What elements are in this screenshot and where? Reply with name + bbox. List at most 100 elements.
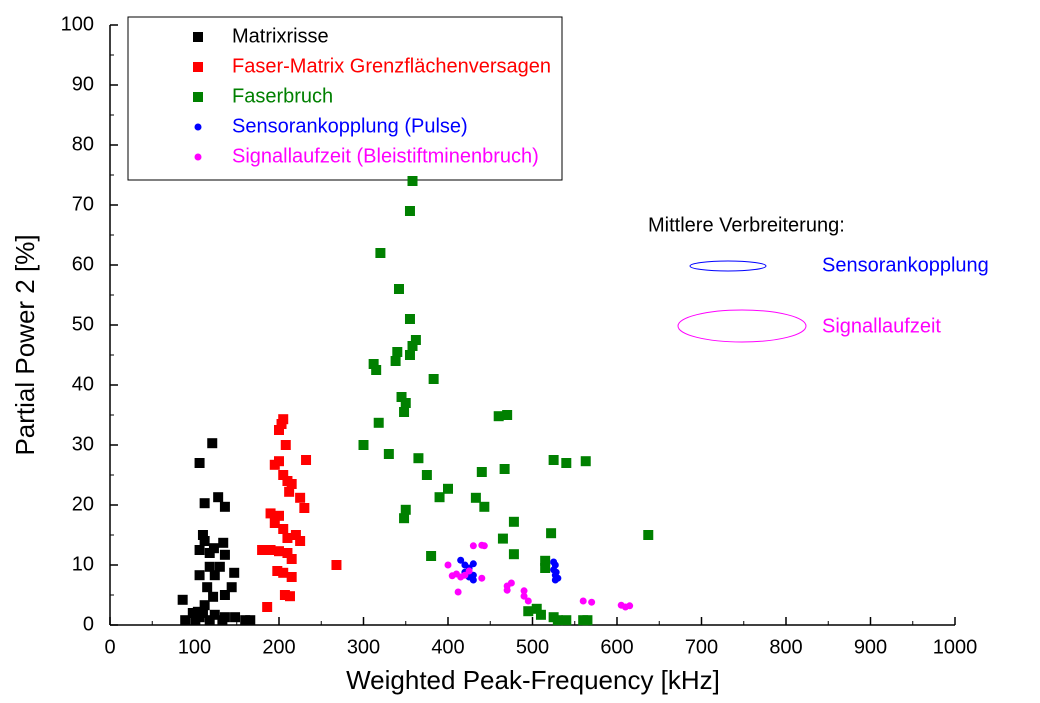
data-point (180, 615, 191, 626)
data-point (269, 518, 280, 528)
data-point (375, 248, 386, 258)
data-point (523, 606, 534, 617)
data-point (469, 576, 477, 584)
data-point (524, 597, 532, 605)
data-point (480, 542, 488, 550)
y-tick-label: 90 (72, 73, 94, 95)
legend-label: Sensorankopplung (Pulse) (232, 115, 468, 137)
data-point (226, 582, 237, 593)
data-point (540, 563, 551, 573)
data-point (240, 615, 251, 626)
data-point (274, 546, 284, 557)
data-point (561, 458, 572, 468)
data-point (282, 533, 293, 543)
annotation: Mittlere Verbreiterung: (648, 214, 845, 236)
data-point (497, 533, 508, 544)
legend-marker (193, 92, 203, 102)
data-point (520, 587, 528, 595)
data-point (552, 615, 563, 626)
data-point (295, 536, 306, 546)
x-tick-label: 0 (104, 636, 115, 658)
legend-marker (193, 32, 203, 42)
y-tick-label: 40 (72, 373, 94, 395)
data-point (465, 567, 473, 575)
data-point (551, 576, 559, 584)
data-point (199, 498, 210, 509)
legend-marker (193, 62, 203, 72)
data-point (426, 551, 437, 561)
data-point (278, 470, 289, 480)
data-point (457, 556, 465, 564)
data-point (392, 347, 403, 357)
annotation-ellipse (689, 260, 767, 272)
data-point (286, 479, 297, 489)
data-point (470, 492, 481, 503)
legend-label: Matrixrisse (232, 25, 329, 47)
data-point (478, 574, 486, 582)
y-tick-label: 20 (72, 493, 94, 515)
data-point (579, 597, 587, 605)
data-point (272, 566, 283, 576)
data-point (469, 542, 477, 550)
x-tick-label: 1000 (933, 636, 978, 658)
data-point (428, 374, 439, 384)
data-point (400, 504, 411, 515)
y-tick-label: 30 (72, 433, 94, 455)
data-point (286, 572, 297, 582)
data-point (214, 561, 225, 572)
data-point (508, 549, 519, 560)
legend-marker (194, 153, 202, 161)
annotation: Sensorankopplung (822, 254, 989, 276)
data-point (230, 612, 241, 623)
data-point (400, 398, 411, 408)
data-point (404, 314, 415, 324)
y-tick-label: 60 (72, 253, 94, 275)
data-point (299, 503, 310, 513)
data-point (265, 545, 276, 555)
x-tick-label: 700 (685, 636, 718, 658)
data-point (434, 492, 445, 503)
data-point (282, 548, 293, 558)
data-point (407, 341, 418, 351)
data-point (393, 284, 404, 294)
data-point (331, 560, 342, 570)
data-point (219, 590, 230, 600)
data-point (276, 419, 287, 429)
data-point (295, 492, 306, 503)
data-point (407, 176, 418, 186)
data-point (286, 554, 297, 564)
data-point (199, 536, 210, 546)
data-point (383, 449, 394, 459)
data-point (207, 438, 218, 449)
data-point (535, 609, 546, 620)
data-point (229, 567, 240, 578)
data-point (213, 492, 224, 503)
data-point (274, 510, 284, 521)
data-point (507, 579, 515, 587)
data-point (454, 588, 462, 596)
data-point (531, 603, 542, 614)
data-point (279, 590, 290, 600)
data-point (219, 501, 230, 512)
data-point (284, 591, 295, 602)
data-point (278, 567, 289, 578)
data-point (443, 483, 453, 494)
data-point (404, 206, 415, 216)
data-point (520, 592, 528, 600)
data-point (396, 392, 407, 402)
data-point (503, 586, 511, 594)
annotation-ellipse (677, 309, 807, 343)
x-tick-label: 900 (854, 636, 887, 658)
data-point (209, 609, 220, 620)
data-point (204, 548, 215, 558)
x-tick-label: 500 (516, 636, 549, 658)
data-point (194, 545, 205, 555)
y-tick-label: 70 (72, 193, 94, 215)
data-point (626, 602, 634, 610)
x-tick-label: 200 (262, 636, 295, 658)
data-point (358, 440, 369, 450)
y-tick-label: 100 (61, 13, 94, 35)
annotation: Signallaufzeit (822, 315, 941, 337)
